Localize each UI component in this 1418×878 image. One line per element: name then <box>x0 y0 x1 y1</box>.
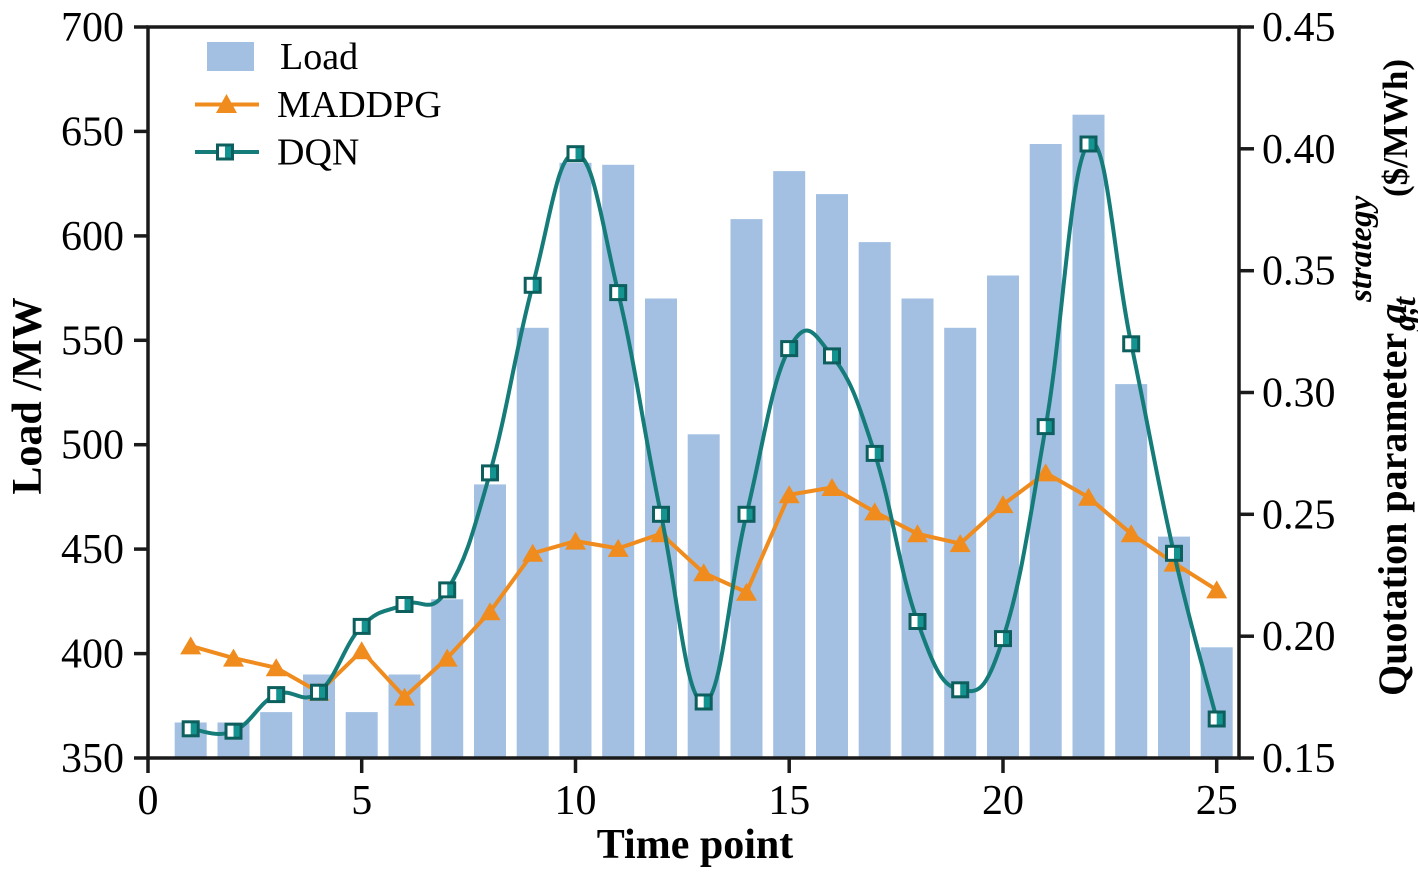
svg-text:5: 5 <box>351 778 372 824</box>
svg-text:DQN: DQN <box>277 132 359 174</box>
svg-text:500: 500 <box>61 423 124 469</box>
svg-text:0.25: 0.25 <box>1262 492 1336 538</box>
svg-text:0.35: 0.35 <box>1262 249 1336 295</box>
svg-text:Load: Load <box>280 36 358 78</box>
svg-text:650: 650 <box>61 109 124 155</box>
svg-text:0.20: 0.20 <box>1262 614 1336 660</box>
svg-text:0.15: 0.15 <box>1262 736 1336 782</box>
svg-text:700: 700 <box>61 5 124 51</box>
svg-text:Time point: Time point <box>597 822 793 868</box>
svg-text:($/MWh): ($/MWh) <box>1376 59 1415 197</box>
svg-text:0.45: 0.45 <box>1262 5 1336 51</box>
svg-text:20: 20 <box>982 778 1024 824</box>
svg-text:25: 25 <box>1196 778 1238 824</box>
svg-text:0: 0 <box>138 778 159 824</box>
svg-text:0.30: 0.30 <box>1262 371 1336 417</box>
svg-text:Load /MW: Load /MW <box>5 297 51 494</box>
svg-text:550: 550 <box>61 318 124 364</box>
svg-text:Quotation parameter a: Quotation parameter a <box>1370 303 1415 696</box>
svg-text:15: 15 <box>768 778 810 824</box>
svg-text:350: 350 <box>61 736 124 782</box>
svg-text:g,t: g,t <box>1387 296 1418 332</box>
svg-text:MADDPG: MADDPG <box>277 84 442 126</box>
svg-text:450: 450 <box>61 527 124 573</box>
svg-text:10: 10 <box>555 778 597 824</box>
svg-text:400: 400 <box>61 632 124 678</box>
svg-text:600: 600 <box>61 214 124 260</box>
svg-text:strategy: strategy <box>1343 195 1379 303</box>
svg-text:0.40: 0.40 <box>1262 127 1336 173</box>
